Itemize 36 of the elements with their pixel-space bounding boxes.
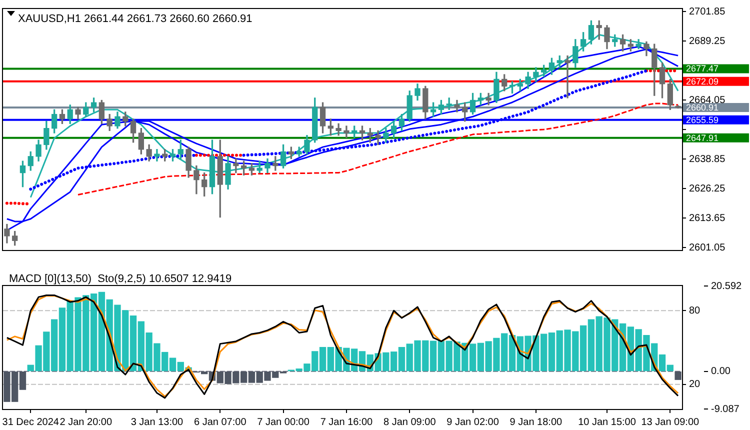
x-tick-label: 9 Jan 02:00 bbox=[446, 416, 500, 428]
x-tick-label: 3 Jan 13:00 bbox=[130, 416, 184, 428]
y-tick-label: 2638.85 bbox=[689, 154, 726, 165]
y-tick-label: 2701.85 bbox=[689, 6, 726, 18]
ref-line-label: 2672.09 bbox=[686, 76, 719, 86]
x-tick-label: 6 Jan 07:00 bbox=[194, 416, 247, 428]
x-tick-label: 10 Jan 15:00 bbox=[578, 416, 636, 428]
candlestick bbox=[564, 55, 570, 98]
x-tick-label: 9 Jan 18:00 bbox=[510, 416, 563, 428]
x-tick-label: 7 Jan 16:00 bbox=[320, 416, 374, 428]
x-tick-label: 8 Jan 09:00 bbox=[383, 416, 436, 428]
y-tick-label: 0.00 bbox=[711, 366, 731, 378]
ref-line-label: 2660.91 bbox=[686, 102, 719, 112]
candlestick bbox=[154, 149, 160, 162]
ref-line-label: 2677.47 bbox=[686, 64, 719, 74]
chart-title: MACD [0](13,50) Sto(9,2,5) 10.6507 12.9419 bbox=[9, 273, 232, 286]
y2-tick-label: 80 bbox=[689, 305, 701, 316]
x-tick-label: 7 Jan 00:00 bbox=[257, 416, 310, 428]
ref-line-label: 2647.91 bbox=[686, 132, 719, 143]
candlestick bbox=[486, 92, 492, 106]
bar bbox=[674, 372, 682, 380]
ref-line-label: 2655.59 bbox=[686, 114, 719, 125]
y-tick-label: 20.592 bbox=[711, 280, 742, 292]
x-tick-label: 31 Dec 2024 bbox=[2, 416, 60, 428]
candlestick bbox=[375, 130, 381, 146]
y-tick-label: 2626.25 bbox=[689, 183, 726, 194]
candlestick bbox=[344, 126, 350, 138]
y-tick-label: -9.087 bbox=[711, 404, 740, 415]
x-tick-label: 13 Jan 09:00 bbox=[641, 416, 700, 428]
chart-title: XAUUSD,H1 2661.44 2661.73 2660.60 2660.91 bbox=[18, 13, 252, 26]
y-tick-label: 2689.25 bbox=[689, 36, 726, 47]
x-tick-label: 2 Jan 20:00 bbox=[60, 416, 112, 428]
candlestick bbox=[454, 100, 460, 112]
y-tick-label: 2601.05 bbox=[689, 242, 726, 254]
y2-tick-label: 20 bbox=[689, 379, 701, 390]
y-tick-label: 2613.65 bbox=[689, 212, 726, 224]
